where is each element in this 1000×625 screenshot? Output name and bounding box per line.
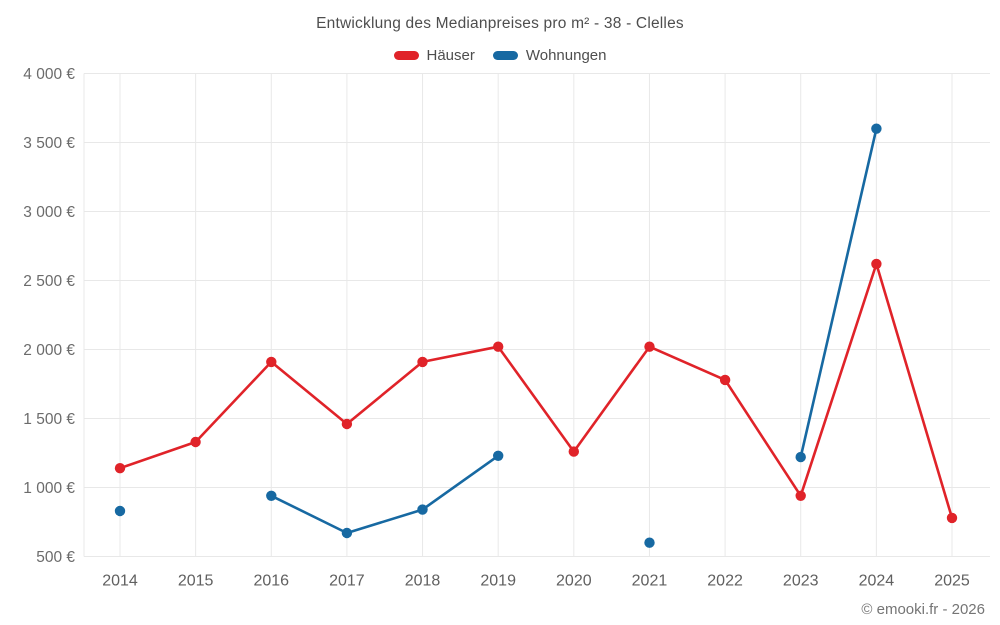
series-line-häuser (118, 262, 954, 520)
x-axis-tick-label: 2021 (632, 573, 668, 590)
x-axis-tick-label: 2025 (934, 573, 970, 590)
data-point-wohnungen-2024[interactable] (871, 123, 882, 134)
data-point-wohnungen-2019[interactable] (493, 450, 504, 461)
y-axis-tick-label: 3 000 € (23, 204, 75, 221)
x-axis-tick-label: 2022 (707, 573, 743, 590)
data-point-häuser-2018[interactable] (417, 356, 428, 368)
data-point-wohnungen-2016[interactable] (266, 490, 277, 501)
legend-item-haeuser[interactable]: Häuser (393, 47, 475, 64)
wohnungen-swatch-icon (492, 51, 518, 60)
legend-label-wohnungen: Wohnungen (525, 47, 607, 64)
copyright-footer: © emooki.fr - 2026 (861, 601, 985, 618)
x-axis-tick-label: 2019 (480, 573, 516, 590)
data-point-häuser-2022[interactable] (719, 374, 731, 386)
y-axis-tick-label: 2 000 € (23, 342, 75, 359)
y-axis-tick-label: 1 000 € (23, 480, 75, 497)
data-point-wohnungen-2018[interactable] (417, 504, 428, 515)
data-point-wohnungen-2023[interactable] (795, 451, 806, 463)
data-point-häuser-2014[interactable] (114, 463, 126, 474)
data-point-häuser-2023[interactable] (795, 490, 806, 501)
data-point-häuser-2024[interactable] (871, 258, 882, 270)
legend-label-haeuser: Häuser (426, 47, 475, 64)
data-point-wohnungen-2014[interactable] (114, 505, 126, 517)
series-line-wohnungen (270, 127, 878, 535)
y-axis-tick-label: 500 € (36, 549, 75, 566)
data-point-häuser-2025[interactable] (946, 512, 958, 524)
y-axis-tick-label: 4 000 € (23, 66, 75, 83)
data-point-häuser-2019[interactable] (493, 341, 504, 352)
chart-legend: Häuser Wohnungen (0, 47, 1000, 64)
data-point-wohnungen-2017[interactable] (341, 527, 353, 539)
data-point-häuser-2015[interactable] (190, 436, 201, 448)
data-point-häuser-2021[interactable] (644, 341, 655, 352)
chart-title: Entwicklung des Medianpreises pro m² - 3… (316, 15, 684, 32)
data-point-häuser-2017[interactable] (341, 418, 353, 430)
y-axis-tick-label: 1 500 € (23, 411, 75, 428)
data-point-wohnungen-2021[interactable] (644, 537, 655, 548)
x-axis-tick-label: 2024 (859, 573, 895, 590)
haeuser-swatch-icon (393, 51, 419, 60)
y-axis-tick-label: 2 500 € (23, 273, 75, 290)
x-axis-tick-label: 2015 (178, 573, 214, 590)
x-axis-tick-label: 2023 (783, 573, 819, 590)
x-axis-tick-label: 2017 (329, 573, 365, 590)
data-point-häuser-2020[interactable] (568, 446, 579, 457)
y-axis-tick-label: 3 500 € (23, 135, 75, 152)
x-axis-tick-label: 2016 (253, 573, 289, 590)
legend-item-wohnungen[interactable]: Wohnungen (492, 47, 607, 64)
x-axis-tick-label: 2018 (405, 573, 441, 590)
data-point-häuser-2016[interactable] (266, 356, 277, 368)
x-axis-tick-label: 2014 (102, 573, 138, 590)
x-axis-tick-label: 2020 (556, 573, 592, 590)
